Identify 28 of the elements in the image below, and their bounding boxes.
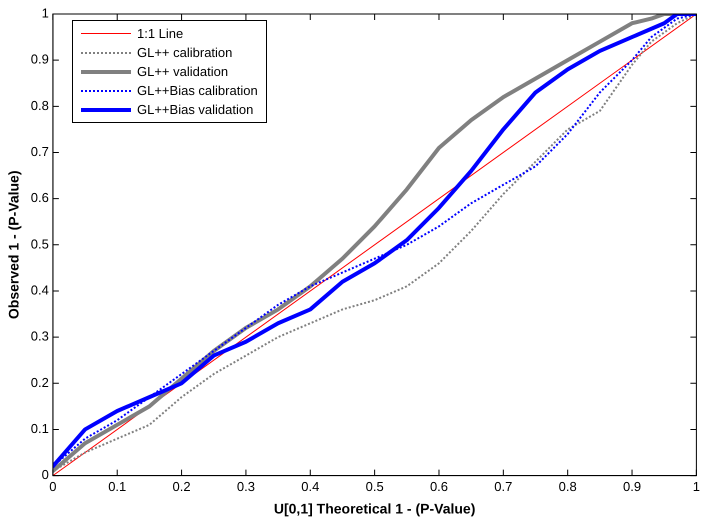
legend-label: GL++Bias calibration bbox=[137, 83, 258, 98]
y-tick-label: 0.4 bbox=[30, 282, 49, 298]
x-axis-title: U[0,1] Theoretical 1 - (P-Value) bbox=[274, 500, 476, 516]
x-tick-label: 0.5 bbox=[366, 478, 384, 494]
y-tick-label: 0 bbox=[42, 467, 49, 482]
x-tick-label: 0.9 bbox=[622, 478, 642, 494]
x-tick-label: 0.3 bbox=[236, 478, 255, 494]
y-tick-label: 1 bbox=[42, 6, 49, 21]
x-tick-label: 0.7 bbox=[494, 478, 512, 494]
x-tick-label: 0.1 bbox=[108, 478, 126, 494]
x-tick-label: 1 bbox=[692, 478, 700, 494]
x-tick-label: 0.8 bbox=[558, 478, 577, 494]
y-tick-label: 0.7 bbox=[30, 144, 49, 160]
y-tick-label: 0.5 bbox=[30, 236, 49, 252]
legend-label: 1:1 Line bbox=[137, 26, 184, 41]
legend-label: GL++ calibration bbox=[137, 45, 232, 60]
y-tick-label: 0.6 bbox=[30, 190, 49, 206]
y-tick-label: 0.9 bbox=[30, 52, 49, 67]
y-tick-label: 0.1 bbox=[30, 421, 49, 436]
x-tick-label: 0.2 bbox=[172, 478, 191, 494]
y-axis-title: Observed 1 - (P-Value) bbox=[5, 170, 22, 320]
y-tick-label: 0.3 bbox=[30, 328, 49, 344]
x-tick-label: 0.4 bbox=[301, 478, 320, 494]
y-tick-label: 0.2 bbox=[30, 374, 49, 390]
legend-label: GL++Bias validation bbox=[137, 102, 254, 117]
y-tick-label: 0.8 bbox=[30, 98, 49, 113]
x-tick-label: 0.6 bbox=[430, 478, 448, 494]
legend-label: GL++ validation bbox=[137, 64, 228, 79]
